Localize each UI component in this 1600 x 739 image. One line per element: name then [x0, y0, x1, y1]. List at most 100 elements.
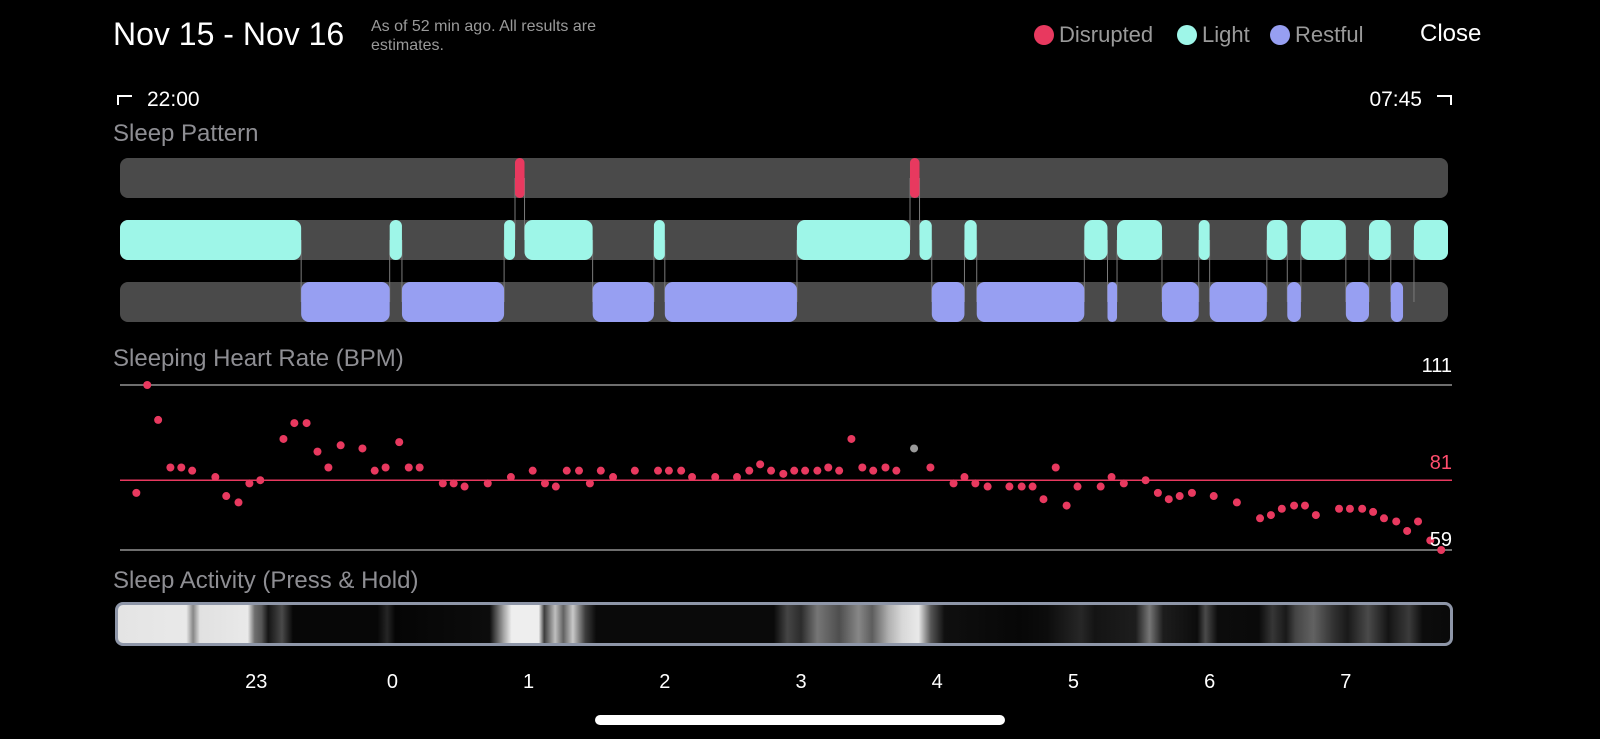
hr-point: [664, 466, 673, 475]
hr-point: [711, 473, 720, 482]
restful-segment: [1107, 282, 1118, 322]
hr-point: [1175, 492, 1184, 501]
hr-point: [596, 466, 605, 475]
range-end-bracket-icon: [1437, 95, 1452, 105]
light-segment: [964, 220, 977, 260]
restful-segment: [976, 282, 1085, 322]
sleep-pattern-chart[interactable]: [0, 150, 1600, 330]
hr-point: [688, 473, 697, 482]
hr-point: [1051, 463, 1060, 472]
hr-point: [630, 466, 639, 475]
hr-point: [801, 466, 810, 475]
hr-point: [779, 469, 788, 478]
hr-point: [654, 466, 663, 475]
hr-point: [381, 463, 390, 472]
hr-point: [1164, 495, 1173, 504]
hr-point: [222, 492, 231, 501]
hr-point: [1290, 501, 1299, 510]
light-segment: [1413, 220, 1448, 260]
legend-label: Disrupted: [1059, 22, 1154, 47]
heart-rate-chart[interactable]: [0, 370, 1600, 560]
hr-point: [1311, 511, 1320, 520]
axis-tick-label: 0: [386, 671, 398, 693]
hr-point: [324, 463, 333, 472]
hr-point: [1379, 514, 1388, 523]
hr-point: [234, 498, 243, 507]
axis-tick-label: 2: [659, 671, 671, 693]
hr-point: [756, 460, 765, 469]
light-segment: [1198, 220, 1210, 260]
range-start-bracket-icon: [117, 95, 132, 105]
axis-tick-label: 6: [1204, 671, 1216, 693]
hr-max-label: 111: [1421, 355, 1452, 377]
hr-min-label: 59: [1429, 529, 1452, 551]
hr-point: [313, 447, 322, 456]
hr-point: [949, 479, 958, 488]
legend-label: Light: [1202, 22, 1250, 47]
hr-point: [1017, 482, 1026, 491]
axis-tick-label: 7: [1340, 671, 1352, 693]
hr-point: [971, 479, 980, 488]
hr-point: [1369, 507, 1378, 516]
hr-point: [1277, 504, 1286, 513]
hr-point: [290, 419, 299, 428]
disrupted-dot-icon: [1034, 25, 1054, 45]
pattern-track-light: [120, 220, 1448, 260]
hr-point: [1187, 488, 1196, 497]
hr-point: [960, 473, 969, 482]
sleep-activity-title: Sleep Activity (Press & Hold): [113, 567, 419, 594]
hr-point: [132, 488, 141, 497]
hr-avg-label: 81: [1429, 452, 1452, 474]
axis-tick-label: 4: [931, 671, 943, 693]
light-segment: [504, 220, 515, 260]
axis-tick-label: 1: [523, 671, 535, 693]
light-segment: [796, 220, 910, 260]
pattern-track-disrupted: [120, 158, 1448, 198]
hr-point: [551, 482, 560, 491]
light-segment: [653, 220, 665, 260]
hr-point: [1256, 514, 1265, 523]
home-indicator[interactable]: [595, 715, 1005, 725]
axis-tick-label: 3: [795, 671, 807, 693]
restful-segment: [1390, 282, 1404, 322]
hr-point: [1300, 501, 1309, 510]
hr-point: [154, 415, 163, 424]
legend-light: Light: [1177, 22, 1250, 48]
hr-point: [279, 434, 288, 443]
restful-segment: [1345, 282, 1370, 322]
hr-point: [460, 482, 469, 491]
estimate-note: As of 52 min ago. All results are estima…: [371, 18, 596, 54]
restful-segment: [931, 282, 965, 322]
hr-point: [1232, 498, 1241, 507]
restful-segment: [592, 282, 654, 322]
heart-rate-title: Sleeping Heart Rate (BPM): [113, 345, 404, 372]
hr-point: [1107, 473, 1116, 482]
hr-point: [302, 419, 311, 428]
light-segment: [1117, 220, 1162, 260]
hr-point: [575, 466, 584, 475]
light-segment: [1266, 220, 1288, 260]
legend-restful: Restful: [1270, 22, 1363, 48]
hr-point: [1345, 504, 1354, 513]
restful-segment: [301, 282, 390, 322]
hr-point: [528, 466, 537, 475]
close-button[interactable]: Close: [1420, 20, 1482, 47]
hr-point: [790, 466, 799, 475]
hr-point: [858, 463, 867, 472]
hr-point: [438, 479, 447, 488]
sleep-pattern-title: Sleep Pattern: [113, 120, 259, 147]
hr-point: [483, 479, 492, 488]
restful-segment: [1161, 282, 1199, 322]
hr-point: [1096, 482, 1105, 491]
disrupted-segment: [909, 158, 920, 198]
sleep-activity-bar[interactable]: [115, 602, 1453, 646]
hr-point: [813, 466, 822, 475]
page-title: Nov 15 - Nov 16: [113, 16, 345, 52]
hr-point: [609, 473, 618, 482]
restful-segment: [1209, 282, 1267, 322]
hr-point: [336, 441, 345, 450]
hr-point: [1153, 488, 1162, 497]
axis-tick-label: 5: [1067, 671, 1079, 693]
hr-point: [1335, 504, 1344, 513]
hr-point: [835, 466, 844, 475]
